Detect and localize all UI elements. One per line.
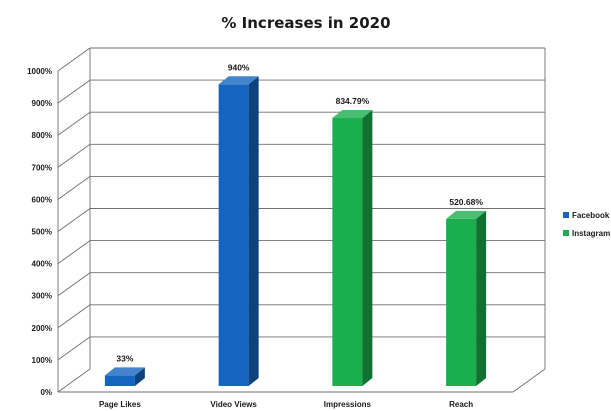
data-label: 834.79% — [336, 96, 370, 106]
bar — [218, 84, 249, 386]
x-tick-label: Page Likes — [99, 400, 141, 409]
data-label: 520.68% — [449, 197, 483, 207]
gridline-side — [57, 47, 91, 72]
bar-top — [218, 76, 259, 85]
gridline-side — [57, 240, 91, 264]
gridline-side — [57, 79, 91, 104]
y-tick-label: 500% — [32, 228, 52, 237]
legend-label: Facebook — [572, 211, 610, 220]
bar — [446, 218, 477, 386]
gridline-side — [57, 368, 91, 393]
legend-label: Instagram — [572, 229, 610, 238]
floor-edge — [512, 368, 546, 393]
bar-side — [134, 367, 145, 386]
legend: Facebook Instagram — [563, 211, 610, 238]
x-tick-label: Video Views — [210, 400, 257, 409]
plot-area: 0% 100% 200% 300% 400% 500% 600% 700% 800% 900% 10… — [27, 47, 546, 409]
legend-swatch — [563, 212, 569, 218]
y-tick-label: 300% — [32, 292, 52, 301]
gridline-side — [57, 176, 91, 200]
bar — [332, 118, 363, 386]
bar-top — [446, 210, 487, 219]
gridline-side — [57, 272, 91, 297]
x-tick-label: Reach — [449, 400, 473, 409]
bar-top — [104, 367, 145, 376]
gridline-side — [57, 304, 91, 329]
data-label: 33% — [116, 353, 133, 363]
legend-swatch — [563, 230, 569, 236]
y-tick-label: 800% — [32, 131, 52, 140]
y-tick-label: 100% — [32, 356, 52, 365]
y-tick-label: 400% — [32, 260, 52, 269]
gridline-side — [57, 111, 91, 136]
bar-side — [248, 76, 259, 386]
bar-side — [476, 210, 487, 386]
y-tick-label: 200% — [32, 324, 52, 333]
bar — [104, 375, 135, 386]
y-tick-label: 600% — [32, 195, 52, 204]
chart-title: % Increases in 2020 — [221, 14, 390, 32]
gridline-side — [57, 208, 91, 232]
gridline-side — [57, 143, 91, 168]
gridline-side — [57, 336, 91, 361]
x-tick-label: Impressions — [324, 400, 372, 409]
y-tick-label: 700% — [32, 163, 52, 172]
bar-side — [362, 110, 373, 386]
y-tick-label: 900% — [32, 99, 52, 108]
data-label: 940% — [228, 62, 250, 72]
y-tick-label: 1000% — [27, 67, 52, 76]
bar-top — [332, 110, 373, 119]
y-tick-label: 0% — [40, 388, 52, 397]
